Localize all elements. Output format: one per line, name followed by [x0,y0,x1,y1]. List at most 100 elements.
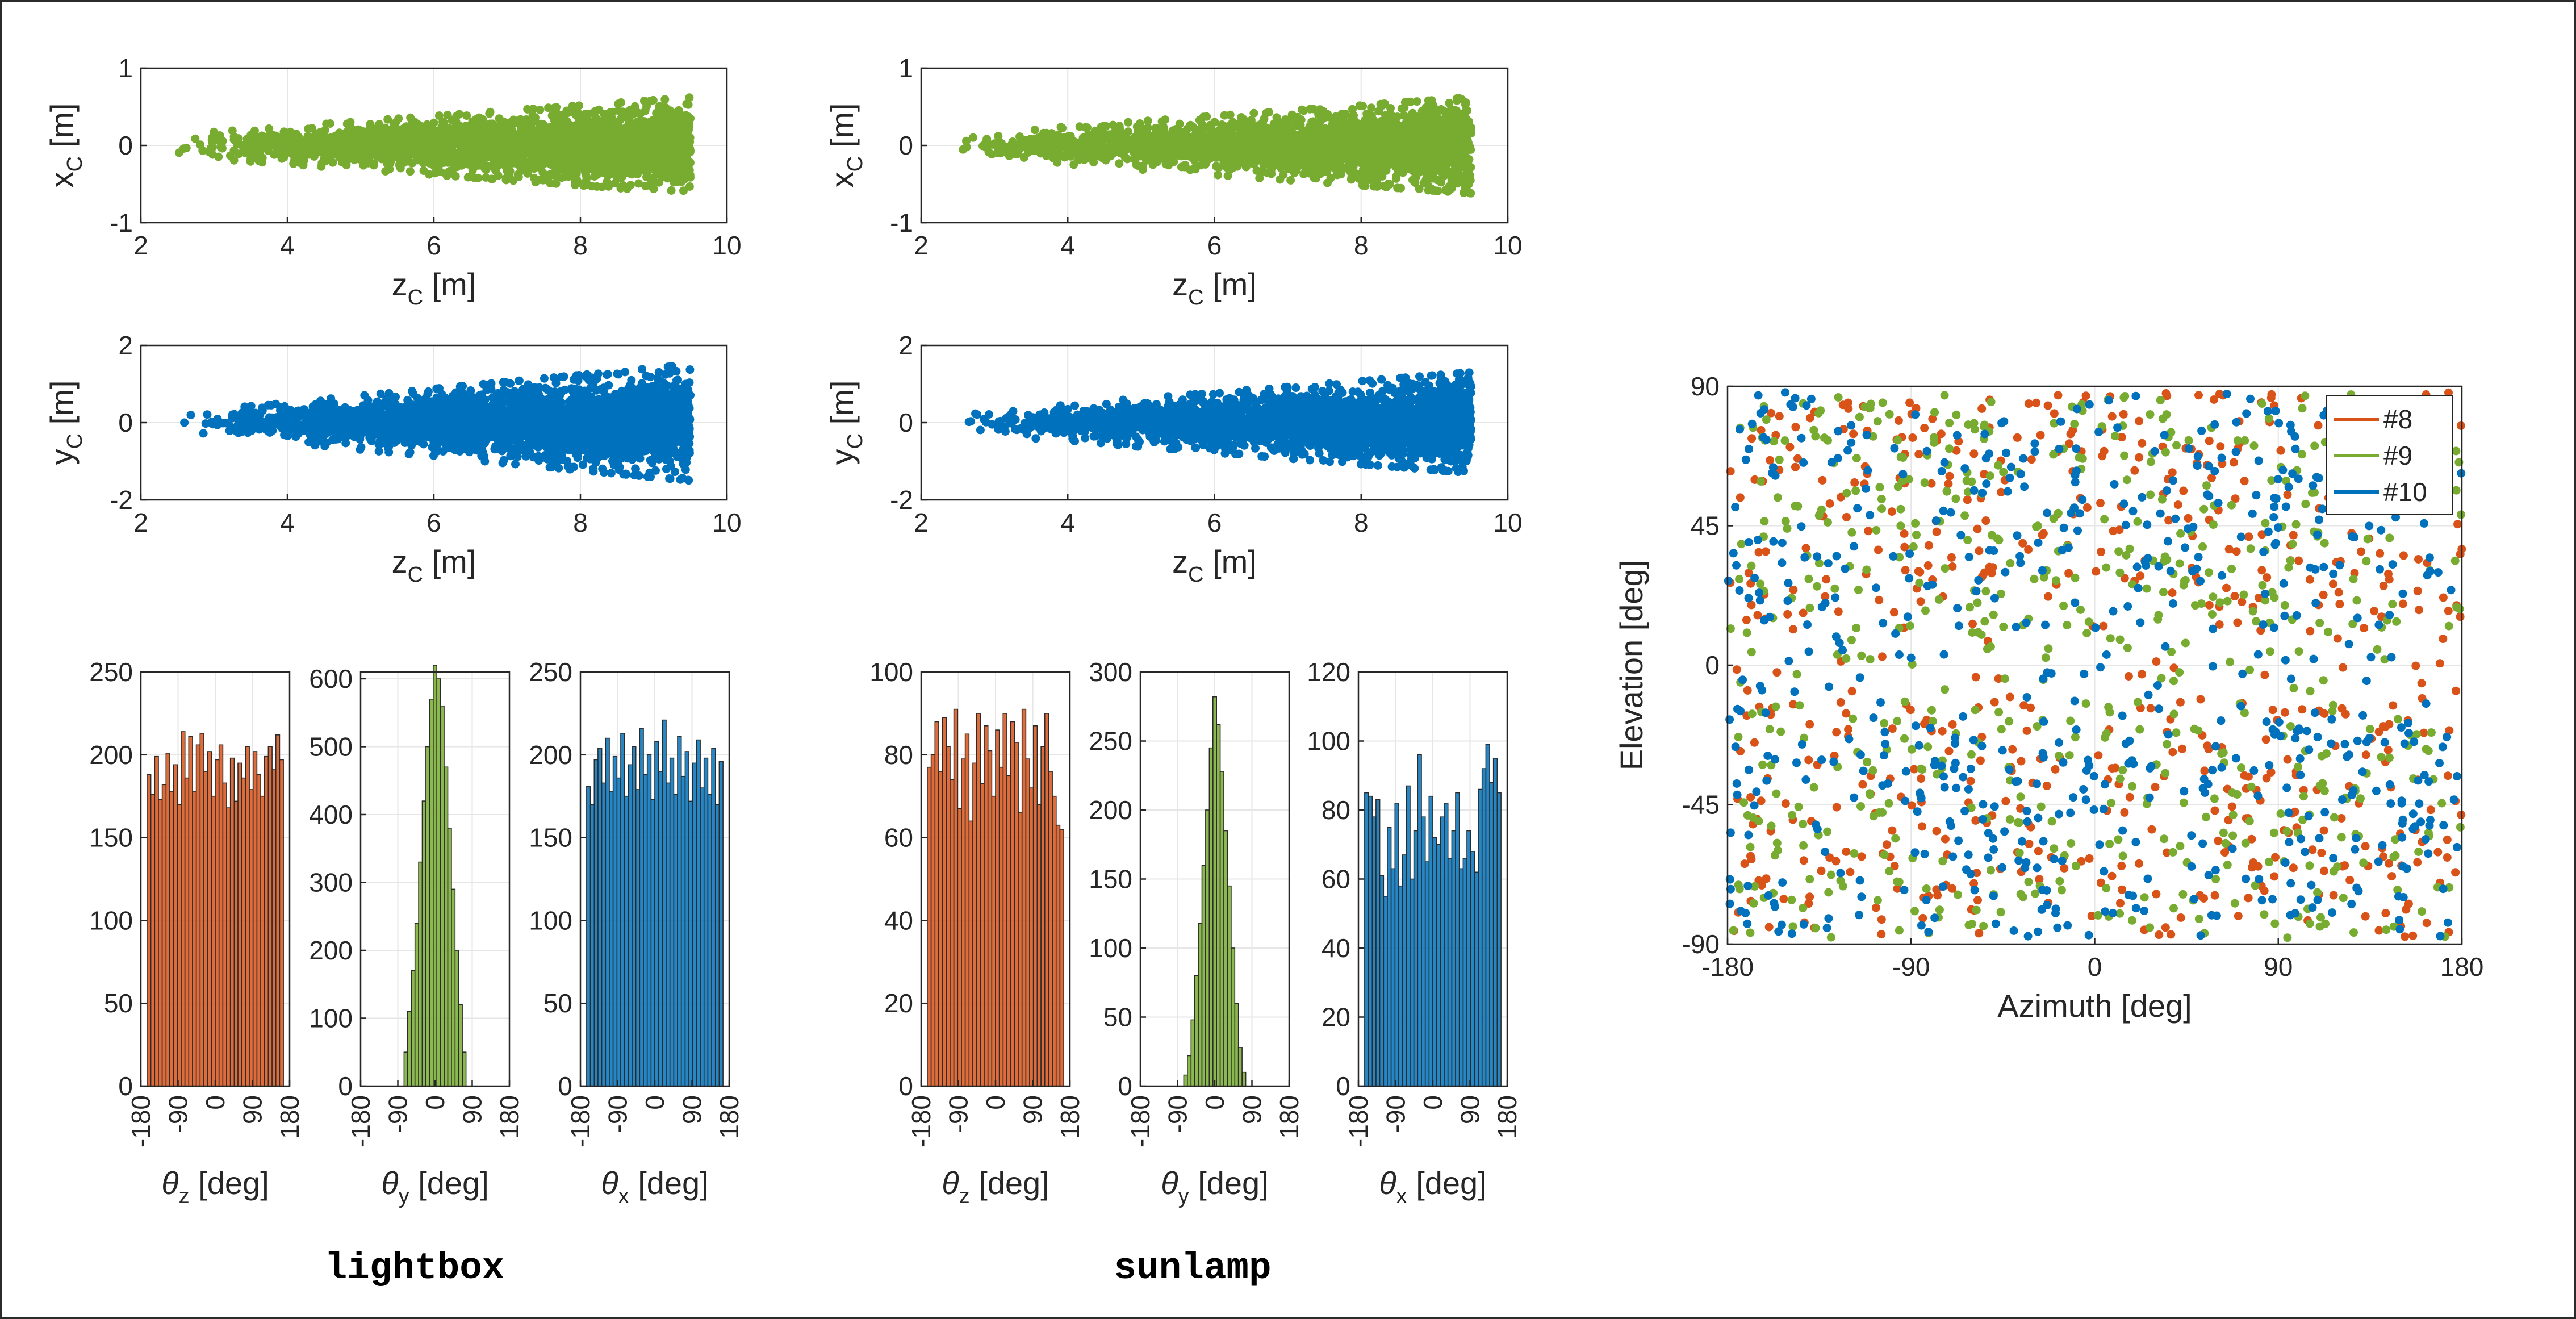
scatter-point [655,102,664,111]
scatter-point [218,136,227,145]
scatter-point [378,433,387,443]
scatter-point [264,132,273,141]
scatter-point [388,395,397,404]
scatter-point [549,157,558,166]
scatter-point [655,155,663,164]
scatter-point [306,149,315,158]
scatter-point [604,182,613,191]
scatter-point [505,168,514,177]
scatter-point [319,137,328,147]
scatter-point [246,155,255,164]
scatter-point [621,130,630,139]
scatter-point [432,384,441,393]
scatter-point [372,419,381,428]
scatter-point [627,375,636,385]
scatter-point [509,403,518,412]
scatter-point [618,453,627,462]
scatter-point [663,174,672,183]
scatter-point [601,163,610,172]
scatter-point [490,152,499,161]
scatter-point [685,182,694,191]
scatter-point [203,410,212,419]
label-base: x [44,172,80,187]
scatter-point [626,153,635,161]
scatter-point [675,161,684,170]
scatter-point [408,400,417,410]
scatter-point [573,453,582,462]
y-tick-label: 0 [118,131,133,160]
scatter-point [360,139,369,148]
scatter-point [549,141,558,150]
scatter-point [288,139,298,148]
scatter-point [604,131,613,140]
scatter-point [626,181,635,190]
scatter-point [455,382,465,391]
scatter-point [429,451,438,460]
scatter-point [509,115,518,124]
scatter-point [530,173,538,182]
scatter-point [573,112,582,121]
scatter-point [608,457,617,466]
scatter-point [616,184,625,193]
scatter-point [449,159,458,168]
scatter-point [639,148,648,157]
scatter-point [199,429,208,438]
scatter-point [311,427,320,436]
scatter-point [613,141,622,150]
scatter-point [634,165,643,174]
scatter-point [292,147,301,156]
scatter-point [582,163,591,172]
scatter-point [549,373,558,382]
scatter-point [625,141,634,151]
y-tick-label: 1 [118,53,133,83]
scatter-point [610,178,620,187]
scatter-point [547,126,556,135]
scatter-point [341,153,350,162]
scatter-point [496,124,505,133]
scatter-point [561,163,570,172]
scatter-point [373,128,382,137]
scatter-point [304,124,312,133]
scatter-point [389,133,398,141]
scatter-point [637,119,646,127]
scatter-point [587,139,596,148]
scatter-point [416,138,425,147]
scatter-point [354,155,363,164]
scatter-point [392,436,402,445]
scatter-point [656,112,665,122]
scatter-point [640,141,649,150]
scatter-point [589,467,598,476]
scatter-point [366,120,375,129]
scatter-point [681,379,690,389]
scatter-point [432,433,441,443]
scatter-point [501,378,510,387]
scatter-point [627,110,636,119]
scatter-point [381,131,390,140]
scatter-point [522,137,532,147]
scatter-point [488,119,497,128]
scatter-point [399,403,408,412]
scatter-point [253,144,262,153]
scatter-point [651,133,660,141]
scatter-point [507,154,516,163]
scatter-point [441,169,450,178]
scatter-point [679,123,688,132]
scatter-point [591,446,600,456]
scatter-point [283,432,292,440]
x-tick-label: 6 [426,231,441,260]
scatter-point [229,156,239,165]
x-tick-label: 2 [133,231,148,260]
scatter-point [641,106,650,115]
scatter-point [210,133,219,143]
scatter-point [335,128,344,137]
scatter-point [540,374,549,383]
scatter-point [363,396,373,405]
scatter-point [552,172,561,181]
scatter-point [593,369,603,378]
scatter-point [532,133,541,142]
scatter-point [579,181,588,190]
scatter-point [228,126,237,135]
scatter-point [455,444,464,453]
